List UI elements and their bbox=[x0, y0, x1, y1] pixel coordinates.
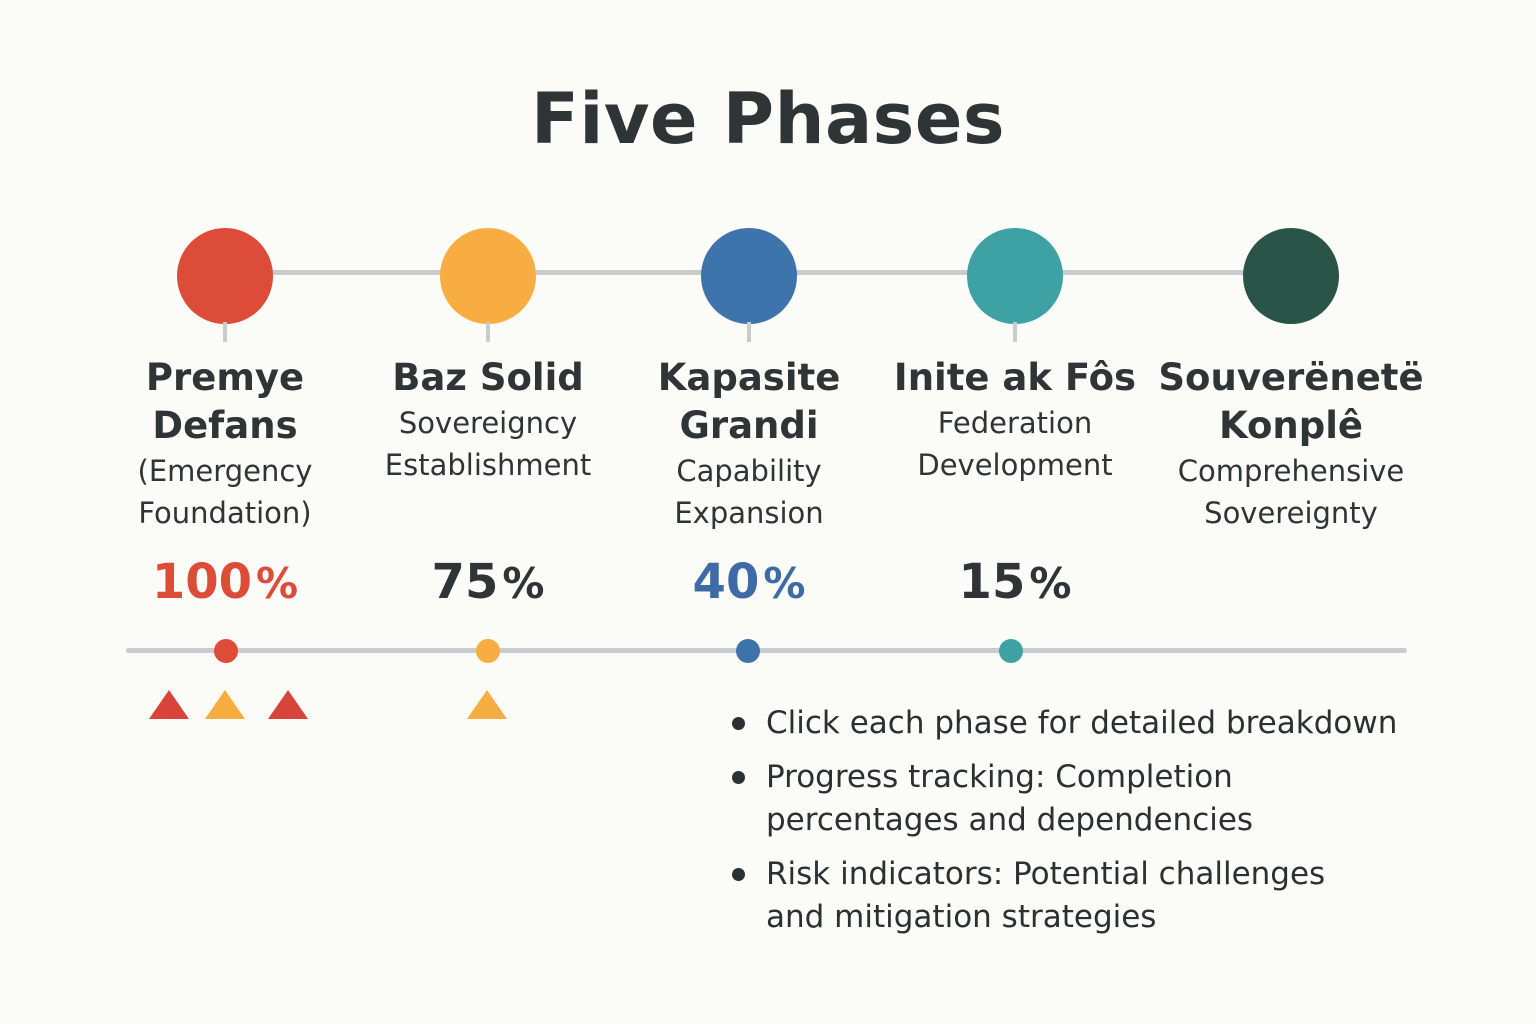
note-text: Click each phase for detailed breakdown bbox=[766, 705, 1398, 741]
progress-track bbox=[126, 648, 1407, 653]
list-item: Click each phase for detailed breakdown bbox=[728, 702, 1448, 745]
phase-1-percent-sign: % bbox=[256, 559, 299, 608]
progress-dot-4[interactable] bbox=[999, 639, 1023, 663]
phase-2-percent: 75% bbox=[343, 554, 633, 610]
phase-3-stem bbox=[747, 322, 751, 342]
bullet-icon bbox=[732, 717, 745, 730]
phase-4[interactable]: Inite ak Fôs Federation Development 15% bbox=[870, 228, 1160, 628]
phase-4-name: Inite ak Fôs bbox=[893, 356, 1137, 399]
risk-triangle-icon bbox=[467, 690, 507, 719]
phase-2-stem bbox=[486, 322, 490, 342]
phase-4-stem bbox=[1013, 322, 1017, 342]
phase-3-name: Kapasite Grandi bbox=[657, 356, 841, 447]
phase-5-subtitle: Comprehensive Sovereignty bbox=[1177, 454, 1405, 530]
phase-1-name: Premye Defans bbox=[145, 356, 305, 447]
phase-1-subtitle: (Emergency Foundation) bbox=[137, 454, 313, 530]
bullet-icon bbox=[732, 868, 745, 881]
phase-3-node[interactable] bbox=[701, 228, 797, 324]
risk-triangle-icon bbox=[268, 690, 308, 719]
note-text: Risk indicators: Potential challenges an… bbox=[766, 856, 1326, 935]
phase-3-label: Kapasite Grandi Capability Expansion bbox=[604, 354, 894, 534]
phase-3-subtitle: Capability Expansion bbox=[674, 454, 824, 530]
phase-1-percent-value: 100 bbox=[151, 554, 253, 610]
phase-1-percent: 100% bbox=[80, 554, 370, 610]
phase-2-node[interactable] bbox=[440, 228, 536, 324]
phase-3-percent-sign: % bbox=[763, 559, 806, 608]
phase-3[interactable]: Kapasite Grandi Capability Expansion 40% bbox=[604, 228, 894, 628]
progress-dot-2[interactable] bbox=[476, 639, 500, 663]
phase-4-subtitle: Federation Development bbox=[917, 406, 1113, 482]
phase-4-percent-value: 15 bbox=[958, 554, 1026, 610]
phase-4-node[interactable] bbox=[967, 228, 1063, 324]
phase-2-subtitle: Sovereigncy Establishment bbox=[384, 406, 592, 482]
phase-1-stem bbox=[223, 322, 227, 342]
phase-4-label: Inite ak Fôs Federation Development bbox=[870, 354, 1160, 486]
page-title: Five Phases bbox=[531, 78, 1005, 160]
bullet-icon bbox=[732, 771, 745, 784]
phase-3-percent: 40% bbox=[604, 554, 894, 610]
notes-list: Click each phase for detailed breakdown … bbox=[728, 702, 1448, 950]
list-item: Risk indicators: Potential challenges an… bbox=[728, 853, 1448, 939]
progress-dot-1[interactable] bbox=[214, 639, 238, 663]
list-item: Progress tracking: Completion percentage… bbox=[728, 756, 1448, 842]
phase-4-percent-sign: % bbox=[1029, 559, 1072, 608]
phase-1[interactable]: Premye Defans (Emergency Foundation) 100… bbox=[80, 228, 370, 628]
risk-triangle-icon bbox=[205, 690, 245, 719]
phase-5-node[interactable] bbox=[1243, 228, 1339, 324]
phase-2-label: Baz Solid Sovereigncy Establishment bbox=[343, 354, 633, 486]
progress-dot-3[interactable] bbox=[736, 639, 760, 663]
note-text: Progress tracking: Completion percentage… bbox=[766, 759, 1254, 838]
phase-2-percent-sign: % bbox=[502, 559, 545, 608]
phase-1-label: Premye Defans (Emergency Foundation) bbox=[80, 354, 370, 534]
phase-1-node[interactable] bbox=[177, 228, 273, 324]
risk-triangle-icon bbox=[149, 690, 189, 719]
phase-5[interactable]: Souverënetë Konplê Comprehensive Soverei… bbox=[1146, 228, 1436, 628]
phase-2[interactable]: Baz Solid Sovereigncy Establishment 75% bbox=[343, 228, 633, 628]
phase-2-name: Baz Solid bbox=[392, 356, 584, 399]
phase-5-label: Souverënetë Konplê Comprehensive Soverei… bbox=[1146, 354, 1436, 534]
phase-5-percent bbox=[1146, 554, 1436, 610]
phase-5-name: Souverënetë Konplê bbox=[1158, 356, 1424, 447]
phase-4-percent: 15% bbox=[870, 554, 1160, 610]
phase-2-percent-value: 75 bbox=[431, 554, 499, 610]
phase-3-percent-value: 40 bbox=[692, 554, 760, 610]
